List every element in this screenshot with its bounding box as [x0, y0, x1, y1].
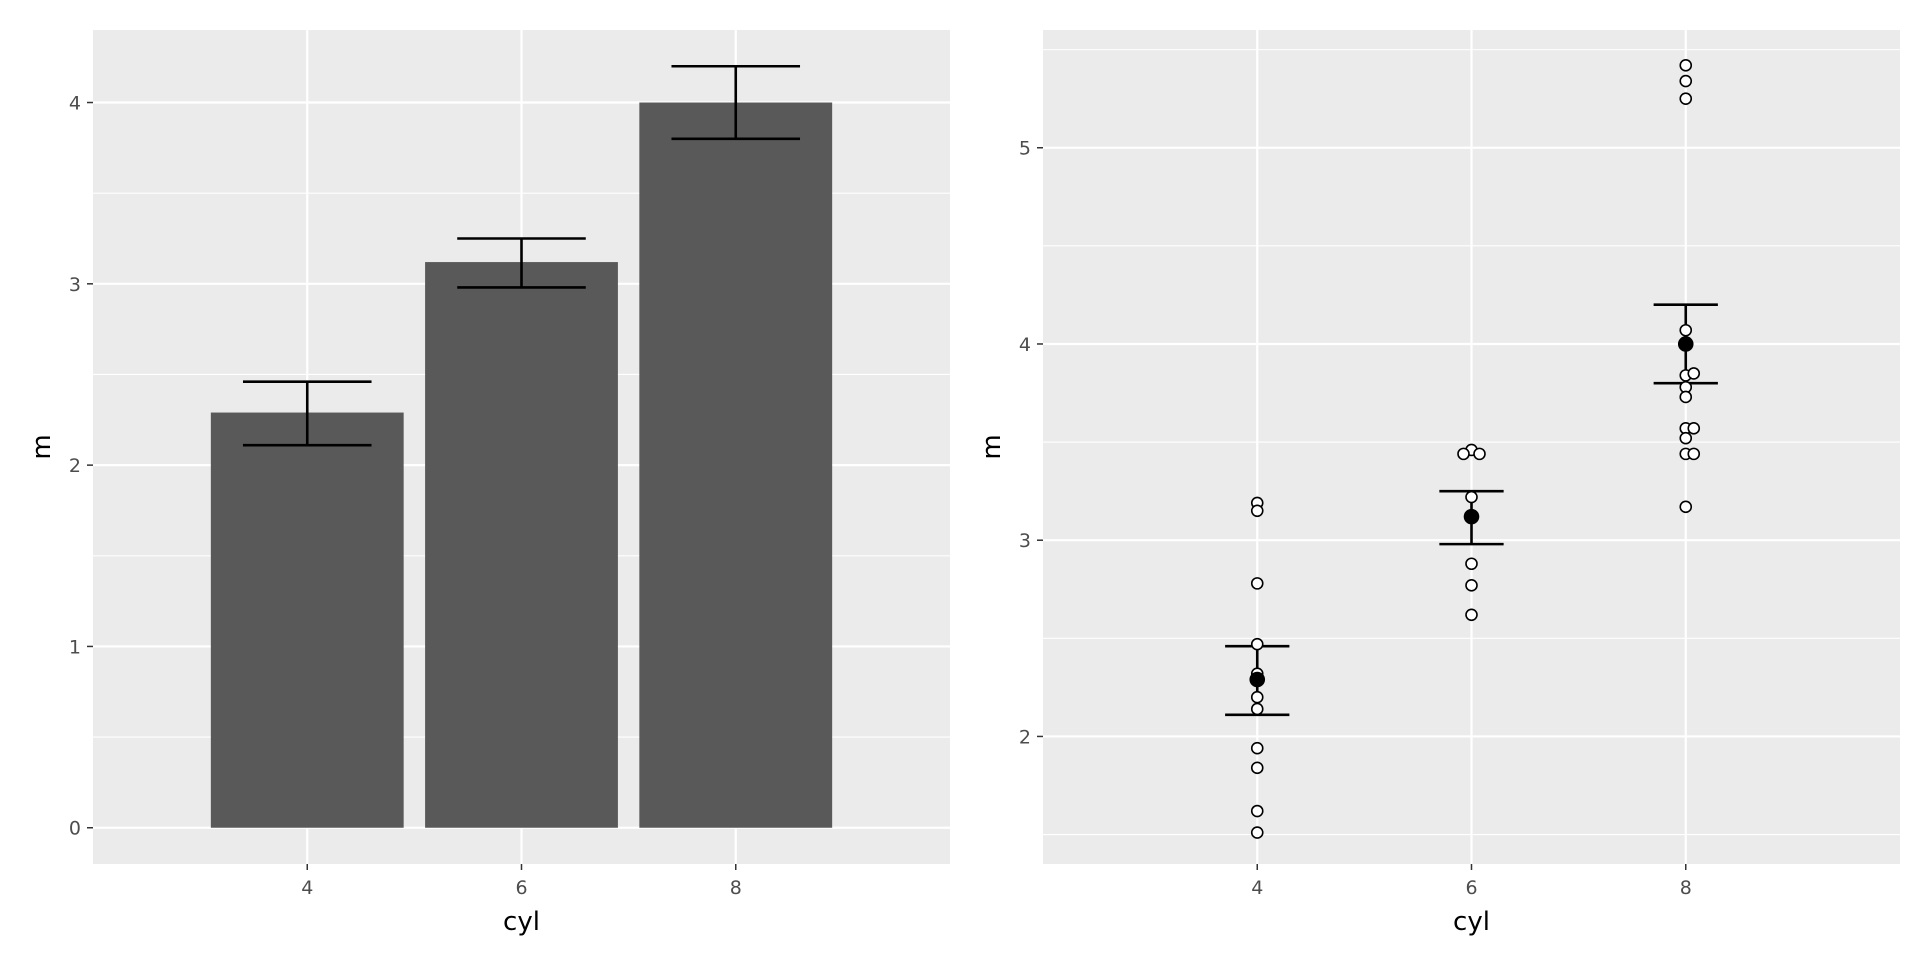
bar-chart-panel: 0 1 2 3 4 4 6 8 cyl m — [27, 30, 950, 937]
data-point — [1679, 390, 1693, 404]
scatter-x-tick-label: 6 — [1465, 877, 1477, 899]
data-point — [1687, 447, 1701, 461]
scatter-y-tick-label: 2 — [1019, 726, 1031, 748]
data-point — [1679, 431, 1693, 445]
bar-x-tick-label: 8 — [730, 877, 742, 899]
bar-y-tick-label: 4 — [69, 93, 81, 115]
data-point — [1679, 59, 1693, 72]
data-point — [1250, 804, 1264, 818]
data-point — [1465, 608, 1478, 622]
bar — [425, 262, 618, 828]
data-point — [1679, 74, 1693, 88]
bar-y-tick-label: 3 — [69, 274, 81, 296]
data-point — [1465, 579, 1478, 592]
bar-x-tick-label: 4 — [301, 877, 313, 899]
scatter-x-tick-label: 4 — [1251, 877, 1263, 899]
scatter-x-axis-title: cyl — [1453, 907, 1490, 937]
data-point — [1687, 367, 1701, 380]
bar-y-axis-title: m — [27, 434, 57, 459]
data-point — [1250, 761, 1264, 775]
scatter-y-axis-title: m — [977, 434, 1007, 459]
bar — [210, 412, 404, 828]
bar-y-tick-label: 0 — [69, 818, 81, 840]
data-point — [1465, 490, 1478, 504]
data-point — [1250, 637, 1264, 651]
data-point — [1250, 702, 1264, 716]
scatter-x-tick-label: 8 — [1680, 877, 1692, 899]
bar-y-tick-label: 2 — [69, 455, 81, 477]
data-point — [1250, 690, 1264, 704]
bar-x-axis-title: cyl — [503, 907, 540, 937]
data-point — [1250, 577, 1264, 590]
data-point — [1465, 557, 1478, 571]
data-point — [1679, 92, 1693, 105]
scatter-y-tick-label: 4 — [1019, 334, 1031, 356]
data-point — [1457, 447, 1470, 461]
mean-point — [1249, 671, 1266, 688]
data-point — [1687, 422, 1701, 435]
bar-y-tick-label: 1 — [69, 636, 81, 658]
data-point — [1679, 323, 1693, 337]
scatter-y-tick-label: 5 — [1019, 138, 1031, 160]
data-point — [1250, 741, 1264, 755]
data-point — [1250, 826, 1264, 839]
mean-point — [1677, 336, 1694, 352]
data-point — [1250, 504, 1264, 518]
data-point — [1679, 500, 1693, 514]
bar — [639, 102, 833, 828]
scatter-chart-panel: 2 3 4 5 4 6 8 cyl m — [977, 30, 1900, 937]
data-point — [1473, 447, 1486, 461]
mean-point — [1463, 508, 1480, 525]
bar-x-tick-label: 6 — [515, 877, 527, 899]
scatter-y-tick-label: 3 — [1019, 530, 1031, 552]
